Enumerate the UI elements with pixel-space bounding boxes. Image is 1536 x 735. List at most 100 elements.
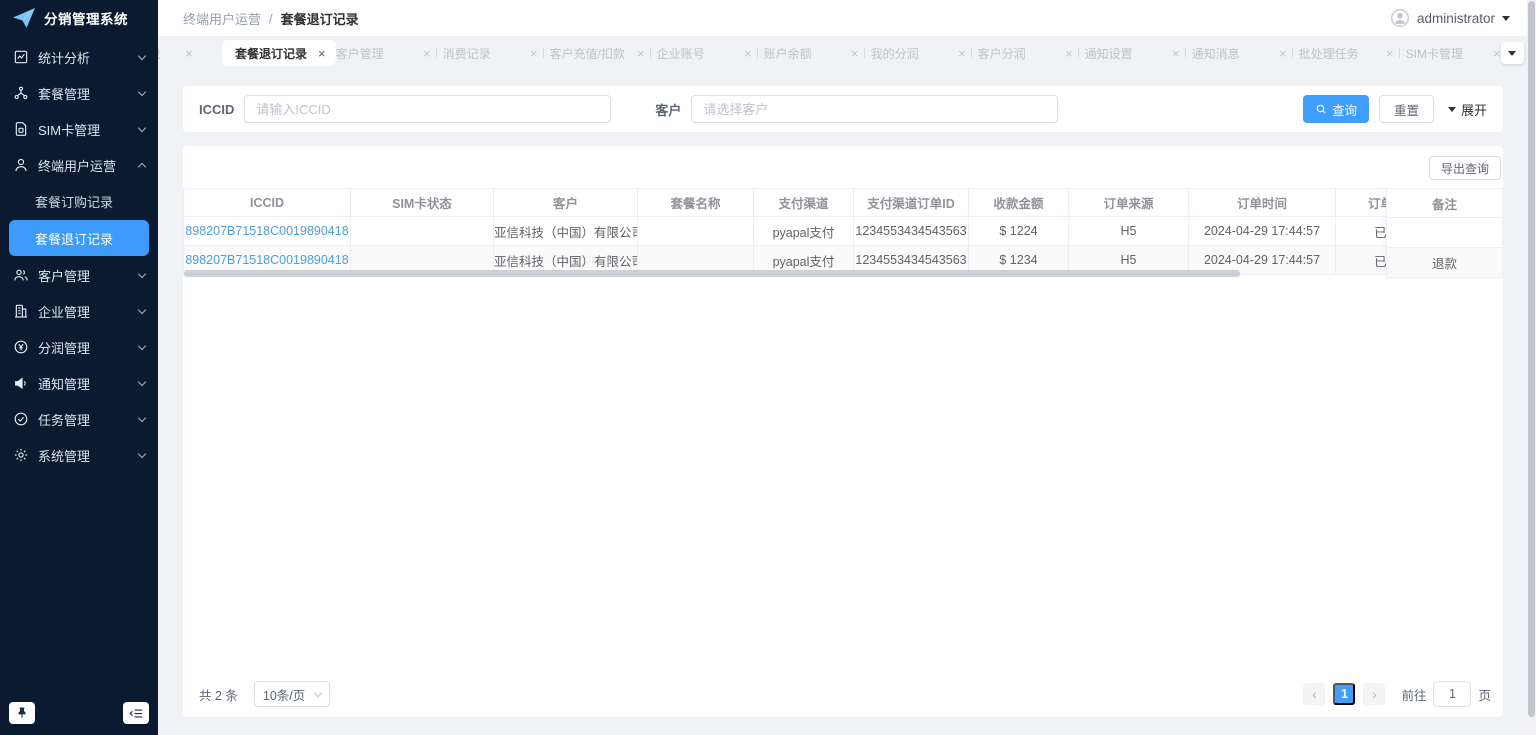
sidebar-item-notifications[interactable]: 通知管理 xyxy=(0,365,158,401)
tab-close-icon[interactable]: × xyxy=(851,45,859,61)
tab-close-icon[interactable]: × xyxy=(318,45,326,61)
collapse-sidebar-button[interactable] xyxy=(123,702,149,724)
prev-page-button[interactable]: ‹ xyxy=(1303,683,1326,705)
sidebar-footer xyxy=(0,702,158,735)
chevron-down-icon xyxy=(137,449,147,458)
goto-page-input[interactable] xyxy=(1433,681,1472,707)
tab-close-icon[interactable]: × xyxy=(530,45,538,61)
chevron-up-icon xyxy=(137,162,147,171)
cell-iccid: 898207B71518C0019890418 xyxy=(183,245,351,275)
chevron-down-icon xyxy=(313,688,323,697)
table-row: 898207B71518C0019890418 亚信科技（中国）有限公司 pya… xyxy=(183,216,1451,246)
chevron-down-icon xyxy=(137,123,147,132)
cell-package xyxy=(637,216,754,246)
horizontal-scrollbar-thumb[interactable] xyxy=(184,270,1240,277)
next-page-button[interactable]: › xyxy=(1363,683,1386,705)
tab-separator: | xyxy=(1184,47,1188,59)
tab-recharge-deduction[interactable]: 客户充值/扣款 × xyxy=(550,45,645,62)
sidebar-item-tasks[interactable]: 任务管理 xyxy=(0,401,158,437)
chevron-down-icon xyxy=(137,51,147,60)
column-header-channel-order-id: 支付渠道订单ID xyxy=(853,188,969,217)
tab-sim-mgmt[interactable]: SIM卡管理 × xyxy=(1406,45,1501,62)
tab-notify-messages[interactable]: 通知消息 × xyxy=(1192,45,1287,62)
tab-close-icon[interactable]: × xyxy=(185,45,193,61)
sidebar-item-end-users[interactable]: 终端用户运营 xyxy=(0,147,158,183)
sidebar-item-enterprise[interactable]: 企业管理 xyxy=(0,293,158,329)
pin-sidebar-button[interactable] xyxy=(9,702,35,724)
tab-my-profit[interactable]: 我的分润 × xyxy=(871,45,966,62)
sidebar-item-system[interactable]: 系统管理 xyxy=(0,437,158,473)
iccid-link[interactable]: 898207B71518C0019890418 xyxy=(185,224,349,238)
tab-label: 批处理任务 xyxy=(1298,46,1359,61)
breadcrumb-separator: / xyxy=(269,10,273,26)
customer-select-input[interactable] xyxy=(691,95,1059,123)
tab-close-icon[interactable]: × xyxy=(1279,45,1287,61)
cell-customer: 亚信科技（中国）有限公司 xyxy=(493,216,638,246)
cell-iccid: 898207B71518C0019890418 xyxy=(183,216,351,246)
page-size-select[interactable]: 10条/页 xyxy=(253,681,330,707)
tab-customer-profit[interactable]: 客户分润 × xyxy=(978,45,1073,62)
sidebar-subitem-order-records[interactable]: 套餐订购记录 xyxy=(0,183,158,219)
megaphone-icon xyxy=(13,375,29,391)
tab-account-balance[interactable]: 账户余额 × xyxy=(764,45,859,62)
tab-close-icon[interactable]: × xyxy=(1172,45,1180,61)
sidebar-item-label: 套餐管理 xyxy=(38,86,91,102)
sidebar-item-packages[interactable]: 套餐管理 xyxy=(0,75,158,111)
tab-close-icon[interactable]: × xyxy=(1065,45,1073,61)
sidebar-item-customers[interactable]: 客户管理 xyxy=(0,257,158,293)
breadcrumb: 终端用户运营 / 套餐退订记录 xyxy=(183,9,359,28)
tab-label: 客户充值/扣款 xyxy=(549,46,625,61)
tab-clipped[interactable]: 录 × xyxy=(158,45,200,62)
tab-close-icon[interactable]: × xyxy=(1386,45,1394,61)
search-button[interactable]: 查询 xyxy=(1302,95,1369,123)
content-area: ICCID 客户 查询 重置 xyxy=(158,70,1536,735)
tab-close-icon[interactable]: × xyxy=(423,45,431,61)
page-number-button[interactable]: 1 xyxy=(1333,683,1356,705)
tab-close-icon[interactable]: × xyxy=(637,45,645,61)
cell-channel: pyapal支付 xyxy=(753,216,854,246)
tab-close-icon[interactable]: × xyxy=(744,45,752,61)
breadcrumb-parent[interactable]: 终端用户运营 xyxy=(183,11,262,27)
sidebar-item-stats[interactable]: 统计分析 xyxy=(0,39,158,75)
tab-batch-tasks[interactable]: 批处理任务 × xyxy=(1299,45,1394,62)
iccid-input[interactable] xyxy=(244,95,612,123)
pagination: 共 2 条 10条/页 ‹ 1 › 前往 页 xyxy=(199,681,1491,707)
tab-label: 通知设置 xyxy=(1084,46,1133,61)
sidebar-subitem-unsubscribe-records[interactable]: 套餐退订记录 xyxy=(9,220,149,256)
iccid-link[interactable]: 898207B71518C0019890418 xyxy=(185,253,349,267)
caret-down-icon xyxy=(1508,50,1517,56)
collapse-menu-icon xyxy=(128,706,144,721)
expand-toggle[interactable]: 展开 xyxy=(1447,100,1487,119)
tab-enterprise-account[interactable]: 企业账号 × xyxy=(657,45,752,62)
vertical-scrollbar-thumb[interactable] xyxy=(1528,1,1535,717)
tab-active-unsubscribe-records[interactable]: 套餐退订记录 × xyxy=(222,40,336,66)
tab-notify-settings[interactable]: 通知设置 × xyxy=(1085,45,1180,62)
breadcrumb-current: 套餐退订记录 xyxy=(280,11,359,27)
goto-page: 前往 页 xyxy=(1401,681,1491,707)
iccid-label: ICCID xyxy=(199,101,235,117)
sidebar-item-profit[interactable]: 分润管理 xyxy=(0,329,158,365)
page-unit-label: 页 xyxy=(1478,688,1491,703)
share-nodes-icon xyxy=(13,85,29,101)
tab-consumption-records[interactable]: 消费记录 × xyxy=(443,45,538,62)
tab-separator: | xyxy=(435,47,439,59)
cell-time: 2024-04-29 17:44:57 xyxy=(1188,216,1336,246)
tab-close-icon[interactable]: × xyxy=(1493,45,1501,61)
sidebar-item-sim[interactable]: SIM卡管理 xyxy=(0,111,158,147)
user-menu[interactable]: administrator xyxy=(1390,8,1510,28)
avatar-icon xyxy=(1390,8,1410,28)
tab-separator: | xyxy=(756,47,760,59)
chevron-down-icon xyxy=(137,377,147,386)
tabs-dropdown-button[interactable] xyxy=(1500,42,1524,64)
fixed-remark-column: 备注 退款 xyxy=(1386,188,1503,278)
app-title: 分销管理系统 xyxy=(44,12,128,27)
reset-button[interactable]: 重置 xyxy=(1378,95,1434,123)
gear-icon xyxy=(13,447,29,463)
tab-close-icon[interactable]: × xyxy=(958,45,966,61)
export-button[interactable]: 导出查询 xyxy=(1428,156,1501,180)
tab-customer-mgmt[interactable]: 客户管理 × xyxy=(336,45,431,62)
data-table: ICCID SIM卡状态 客户 套餐名称 支付渠道 支付渠道订单ID 收款金额 … xyxy=(183,188,1503,278)
table-header-row: ICCID SIM卡状态 客户 套餐名称 支付渠道 支付渠道订单ID 收款金额 … xyxy=(183,188,1451,217)
tab-separator: | xyxy=(863,47,867,59)
